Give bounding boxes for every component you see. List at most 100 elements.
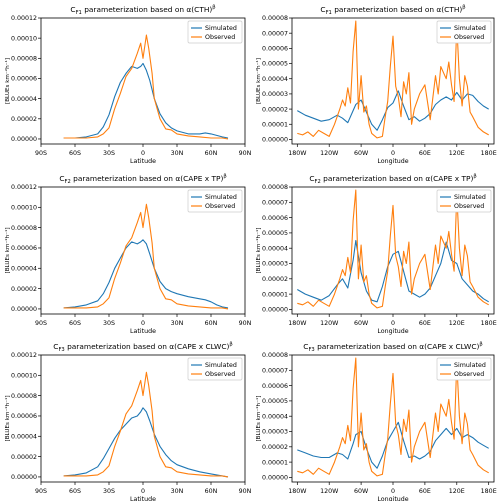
series-line-observed [63,34,229,140]
x-tick-label: 120W [320,488,339,495]
x-tick-label: 90N [239,488,252,495]
series-line-observed [63,371,229,478]
series-line-simulated [63,239,229,309]
chart-title-part: β [473,174,476,180]
x-tick-label: 30S [103,320,115,327]
series-line-simulated [63,62,229,139]
panel-lat-cf3: 90S 60S 30S 0 30N 60N 90N 0.00000 0.00002 0.00004… [4,342,252,501]
chart-title-part: C [303,342,308,351]
chart-title-part: C [70,5,75,14]
x-tick-label: 0 [141,320,145,327]
panel-lon-cf2: 180W 120W 60W 0 60E 120E 180E 0.00000 0.00001 0.0… [255,174,497,336]
x-tick-label: 60E [419,488,431,495]
legend-label-simulated: Simulated [205,194,237,201]
legend-label-observed: Observed [454,203,484,210]
y-tick-label: 0.00000 [11,136,37,143]
y-axis-label: [BLUEs km⁻²h⁻¹] [255,396,262,442]
y-axis-label: [BLUEs km⁻²h⁻¹] [4,396,11,442]
x-tick-label: 180E [481,488,497,495]
chart-title-part: parameterization based on α(CAPE x CLWC) [315,342,480,351]
chart-title-part: F1 [326,10,332,16]
y-tick-label: 0.00006 [262,215,288,222]
x-axis-label: Latitude [130,496,156,501]
y-tick-label: 0.00004 [262,413,288,420]
y-tick-label: 0.00006 [11,76,37,83]
chart-title: CF3 parameterization based on α(CAPE x C… [303,342,482,354]
x-tick-label: 60N [205,320,218,327]
x-tick-label: 90N [239,150,252,157]
chart-title-part: F1 [76,10,82,16]
x-tick-label: 120E [449,150,465,157]
chart-title-part: β [479,342,482,348]
series-line-simulated [63,407,229,478]
x-axis-label: Longitude [377,496,408,501]
x-tick-label: 120W [320,150,339,157]
chart-title: CF2 parameterization based on α(CAPE x T… [59,174,226,186]
chart-title-part: parameterization based on α(CTH) [82,5,213,14]
y-tick-label: 0.00004 [11,433,37,440]
y-tick-label: 0.00002 [11,286,37,293]
series-line-observed [63,203,229,310]
y-tick-label: 0.00007 [262,200,288,207]
chart-title: CF1 parameterization based on α(CTH)β [320,5,465,17]
x-tick-label: 60N [205,488,218,495]
legend-label-simulated: Simulated [205,25,237,32]
x-tick-label: 30S [103,150,115,157]
x-tick-label: 180E [481,150,497,157]
y-tick-label: 0.00010 [11,373,37,380]
panel-lon-cf3: 180W 120W 60W 0 60E 120E 180E 0.00000 0.00001 0.0… [255,342,497,501]
y-tick-label: 0.00003 [262,91,288,98]
chart-title: CF3 parameterization based on α(CAPE x C… [53,342,232,354]
x-tick-label: 0 [391,488,395,495]
y-tick-label: 0.00008 [262,15,288,22]
x-tick-label: 30N [171,320,184,327]
y-tick-label: 0.00008 [11,56,37,63]
legend-label-observed: Observed [205,371,235,378]
chart-title-part: F3 [58,347,64,353]
chart-title-part: C [309,174,314,183]
y-tick-label: 0.00012 [11,15,37,22]
y-tick-label: 0.00001 [262,121,288,128]
chart-title-part: parameterization based on α(CAPE x CLWC) [65,342,230,351]
y-tick-label: 0.00002 [262,106,288,113]
x-tick-label: 0 [391,150,395,157]
chart-title-part: β [212,5,215,11]
panel-lat-cf2: 90S 60S 30S 0 30N 60N 90N 0.00000 0.00002 0.00004… [4,174,252,336]
x-tick-label: 60W [354,320,369,327]
y-tick-label: 0.00002 [11,454,37,461]
x-tick-label: 180W [288,320,307,327]
x-tick-label: 60W [354,150,369,157]
legend-label-observed: Observed [205,203,235,210]
y-tick-label: 0.00004 [262,76,288,83]
y-tick-label: 0.00012 [11,352,37,359]
x-tick-label: 180W [288,488,307,495]
series-line-simulated [297,421,489,469]
y-tick-label: 0.00000 [262,475,288,482]
x-axis-label: Latitude [130,158,156,165]
x-tick-label: 60S [69,150,81,157]
chart-title-part: C [59,174,64,183]
x-tick-label: 120E [449,488,465,495]
y-axis-label: [BLUEs km⁻²h⁻¹] [4,58,11,104]
y-tick-label: 0.00005 [262,61,288,68]
y-tick-label: 0.00002 [262,444,288,451]
chart-title-part: C [53,342,58,351]
x-tick-label: 90S [35,488,47,495]
chart-title-part: F3 [308,347,314,353]
y-tick-label: 0.00010 [11,205,37,212]
x-tick-label: 60S [69,320,81,327]
y-axis-label: [BLUEs km⁻²h⁻¹] [255,58,262,104]
legend-label-simulated: Simulated [454,25,486,32]
y-tick-label: 0.00004 [11,265,37,272]
chart-title-part: parameterization based on α(CAPE x TP) [71,174,224,183]
x-tick-label: 0 [141,488,145,495]
y-tick-label: 0.00005 [262,230,288,237]
y-tick-label: 0.00006 [262,46,288,53]
x-tick-label: 60W [354,488,369,495]
y-tick-label: 0.00006 [262,383,288,390]
x-tick-label: 120E [449,320,465,327]
legend-label-simulated: Simulated [454,194,486,201]
chart-title: CF1 parameterization based on α(CTH)β [70,5,215,17]
chart-title-part: parameterization based on α(CTH) [332,5,463,14]
x-tick-label: 90S [35,320,47,327]
